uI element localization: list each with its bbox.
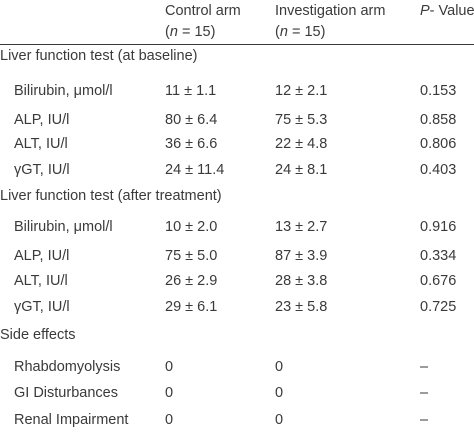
table-row: Bilirubin, μmol/l 11 ± 1.1 12 ± 2.1 0.15… — [0, 81, 474, 109]
header-investigation-n-value: = 15) — [287, 24, 326, 40]
row-label: ALT, IU/l — [14, 136, 68, 152]
p-value: 0.916 — [420, 219, 457, 235]
row-label: Rhabdomyolysis — [14, 359, 121, 375]
table-row: ALT, IU/l 36 ± 6.6 22 ± 4.8 0.806 — [0, 134, 474, 162]
section-title-row: Liver function test (at baseline) — [0, 46, 474, 74]
p-value: 0.806 — [420, 136, 457, 152]
p-value: 0.153 — [420, 83, 457, 99]
section-title: Liver function test (at baseline) — [0, 48, 198, 64]
header-divider — [0, 44, 474, 45]
row-label: γGT, IU/l — [14, 162, 70, 178]
table-row: Bilirubin, μmol/l 10 ± 2.0 13 ± 2.7 0.91… — [0, 217, 474, 245]
table-row: Rhabdomyolysis 0 0 – — [0, 357, 474, 385]
p-value: – — [420, 385, 429, 401]
investigation-value: 0 — [275, 359, 284, 375]
control-value: 24 ± 11.4 — [165, 162, 225, 178]
investigation-value: 23 ± 5.8 — [275, 299, 328, 315]
header-p-suffix: - Value — [429, 3, 474, 19]
investigation-value: 24 ± 8.1 — [275, 162, 328, 178]
investigation-value: 12 ± 2.1 — [275, 83, 328, 99]
investigation-value: 75 ± 5.3 — [275, 112, 328, 128]
row-label: γGT, IU/l — [14, 299, 70, 315]
row-label: GI Disturbances — [14, 385, 118, 401]
investigation-value: 28 ± 3.8 — [275, 273, 328, 289]
header-investigation-n-open: ( — [275, 24, 280, 40]
p-value: 0.725 — [420, 299, 457, 315]
table-row: GI Disturbances 0 0 – — [0, 383, 474, 411]
control-value: 29 ± 6.1 — [165, 299, 218, 315]
investigation-value: 0 — [275, 412, 284, 428]
investigation-value: 13 ± 2.7 — [275, 219, 328, 235]
table-row: ALP, IU/l 75 ± 5.0 87 ± 3.9 0.334 — [0, 246, 474, 274]
control-value: 10 ± 2.0 — [165, 219, 218, 235]
row-label: Bilirubin, μmol/l — [14, 83, 113, 99]
control-value: 26 ± 2.9 — [165, 273, 218, 289]
header-control-n-value: = 15) — [177, 24, 216, 40]
header-p-value: P- Value — [420, 1, 474, 21]
header-row-1: Control arm Investigation arm P- Value — [0, 1, 474, 29]
row-label: ALP, IU/l — [14, 248, 70, 264]
row-label: Renal Impairment — [14, 412, 129, 428]
row-label: ALT, IU/l — [14, 273, 68, 289]
table-row: ALP, IU/l 80 ± 6.4 75 ± 5.3 0.858 — [0, 110, 474, 138]
control-value: 36 ± 6.6 — [165, 136, 218, 152]
section-title-row: Liver function test (after treatment) — [0, 186, 474, 214]
p-value: 0.403 — [420, 162, 457, 178]
p-value: 0.858 — [420, 112, 457, 128]
table-row: Renal Impairment 0 0 – — [0, 410, 474, 438]
section-title: Liver function test (after treatment) — [0, 188, 222, 204]
control-value: 11 ± 1.1 — [165, 83, 217, 99]
control-value: 0 — [165, 412, 174, 428]
investigation-value: 22 ± 4.8 — [275, 136, 328, 152]
header-control-n-var: n — [169, 24, 178, 40]
section-title: Side effects — [0, 327, 76, 343]
control-value: 75 ± 5.0 — [165, 248, 218, 264]
section-title-row: Side effects — [0, 325, 474, 353]
header-p-var: P — [420, 3, 430, 19]
header-control-arm: Control arm — [165, 3, 241, 19]
header-investigation-n-var: n — [279, 24, 288, 40]
header-row-2: (n = 15) (n = 15) — [0, 22, 474, 50]
table-row: γGT, IU/l 24 ± 11.4 24 ± 8.1 0.403 — [0, 160, 474, 188]
header-control-n-open: ( — [165, 24, 170, 40]
p-value: 0.334 — [420, 248, 457, 264]
row-label: ALP, IU/l — [14, 112, 70, 128]
row-label: Bilirubin, μmol/l — [14, 219, 113, 235]
investigation-value: 0 — [275, 385, 284, 401]
p-value: 0.676 — [420, 273, 457, 289]
p-value: – — [420, 359, 429, 375]
control-value: 0 — [165, 359, 174, 375]
header-control-n: (n = 15) — [165, 22, 215, 42]
control-value: 80 ± 6.4 — [165, 112, 218, 128]
control-value: 0 — [165, 385, 174, 401]
p-value: – — [420, 412, 429, 428]
table-row: ALT, IU/l 26 ± 2.9 28 ± 3.8 0.676 — [0, 271, 474, 299]
table-row: γGT, IU/l 29 ± 6.1 23 ± 5.8 0.725 — [0, 297, 474, 325]
header-investigation-arm: Investigation arm — [275, 3, 386, 19]
header-investigation-n: (n = 15) — [275, 22, 325, 42]
investigation-value: 87 ± 3.9 — [275, 248, 328, 264]
